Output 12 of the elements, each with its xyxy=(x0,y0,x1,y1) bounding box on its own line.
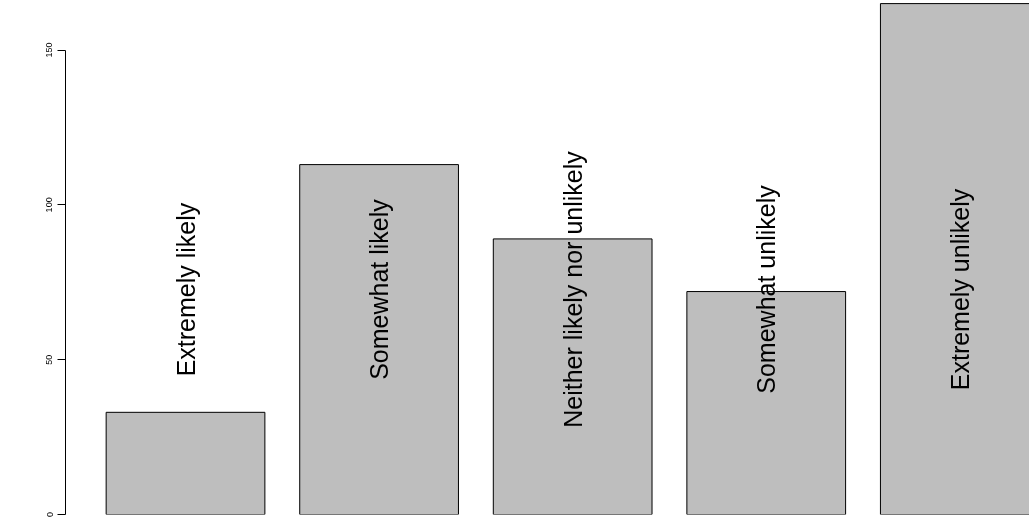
bar xyxy=(299,164,459,515)
y-tick-label: 150 xyxy=(44,42,55,58)
bar xyxy=(105,411,266,515)
x-tick-label: Neither likely nor unlikely xyxy=(558,150,587,428)
y-tick-label: 0 xyxy=(44,511,55,517)
x-tick-label: Somewhat unlikely xyxy=(752,184,781,394)
x-tick-label: Somewhat likely xyxy=(365,198,394,380)
y-tick-label: 100 xyxy=(44,197,55,213)
x-tick-label: Extremely likely xyxy=(171,202,200,377)
bar xyxy=(492,238,653,515)
x-tick-label: Extremely unlikely xyxy=(945,188,974,391)
y-tick-label: 50 xyxy=(44,354,55,365)
